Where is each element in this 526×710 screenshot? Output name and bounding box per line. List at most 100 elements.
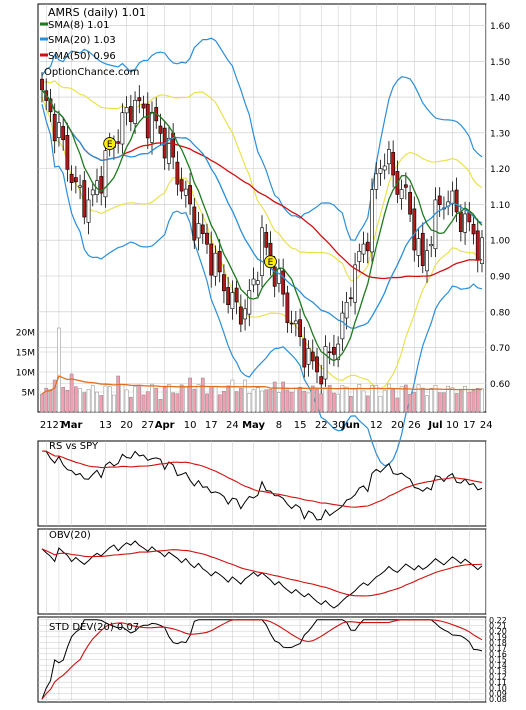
x-axis-label: 20 (120, 420, 133, 431)
stddev-title: STD DEV(20) 0.07 (49, 622, 139, 633)
volume-bar (196, 384, 201, 413)
volume-bar (315, 388, 319, 413)
stddev-tick-label: 0.11 (489, 678, 507, 687)
stddev-tick-label: 0.14 (489, 661, 507, 670)
candle-body (226, 287, 231, 306)
candle-body (425, 250, 429, 272)
volume-bar (378, 395, 383, 413)
volume-bar (336, 393, 341, 413)
obv-average-line (41, 548, 483, 597)
rs-line (41, 450, 483, 521)
volume-bar (95, 391, 99, 413)
volume-bar (171, 392, 176, 413)
price-tick-label: 1.30 (490, 129, 510, 139)
x-axis-label: 13 (99, 420, 112, 431)
x-axis-label: Apr (155, 420, 175, 431)
candle-body (416, 238, 421, 256)
stddev-tick-label: 0.09 (489, 690, 507, 699)
volume-bar (340, 384, 345, 413)
chart-title: AMRS (daily) 1.01 (48, 6, 146, 19)
volume-bar (90, 385, 95, 413)
volume-bar (137, 384, 142, 413)
volume-bar (471, 390, 476, 413)
volume-bar (103, 385, 108, 413)
volume-bar (463, 386, 467, 413)
volume-bar (429, 388, 434, 413)
candle-body (382, 165, 387, 171)
candle-body (458, 211, 463, 232)
candle-body (480, 237, 484, 264)
candle-body (230, 292, 235, 310)
x-axis-label: 17 (205, 420, 218, 431)
volume-bar (251, 389, 256, 413)
candle-body (403, 184, 408, 188)
price-tick-label: 1.20 (490, 165, 510, 175)
candle-body (243, 308, 247, 320)
volume-bar (387, 383, 391, 413)
candle-body (99, 176, 104, 194)
candle-body (145, 103, 150, 139)
candle-body (57, 122, 61, 138)
earnings-marker-label: E (107, 140, 113, 150)
stddev-tick-label: 0.22 (489, 616, 507, 625)
volume-bar (306, 392, 311, 413)
volume-average-line (41, 375, 482, 395)
volume-bar (272, 381, 277, 413)
volume-bar (40, 393, 44, 413)
volume-tick-label: 20M (16, 329, 35, 339)
volume-bar (420, 387, 425, 413)
candle-body (69, 173, 74, 183)
volume-bar (289, 391, 294, 413)
volume-bar (374, 385, 379, 413)
candle-body (408, 192, 412, 215)
volume-bar (192, 388, 197, 413)
candle-body (209, 243, 214, 276)
volume-bar (348, 396, 353, 413)
stddev-tick-label: 0.08 (489, 695, 507, 704)
candle-body (234, 287, 239, 303)
volume-bar (247, 393, 252, 413)
stddev-average-line (41, 619, 483, 700)
volume-bar (391, 388, 396, 413)
candle-body (437, 195, 442, 205)
candle-body (167, 137, 171, 164)
candle-body (340, 312, 345, 340)
candle-body (272, 266, 277, 287)
volume-bar (230, 379, 235, 413)
volume-bar (454, 393, 459, 413)
x-axis-label: Mar (61, 420, 83, 431)
price-tick-label: 1.50 (490, 58, 510, 68)
volume-bar (213, 386, 218, 413)
price-tick-label: 1.60 (490, 22, 510, 32)
volume-bar (353, 388, 357, 413)
candle-body (251, 278, 256, 286)
candle-body (471, 223, 476, 235)
x-axis-label: Jul (427, 420, 442, 431)
volume-bar (370, 385, 374, 413)
x-axis-label: 21 (40, 420, 53, 431)
volume-bar (57, 327, 61, 413)
x-axis-label: 26 (408, 420, 421, 431)
sma20-line (41, 89, 483, 329)
volume-bar (365, 395, 370, 413)
x-axis-label: 17 (463, 420, 476, 431)
candle-body (200, 224, 205, 234)
x-axis-label: 22 (315, 420, 328, 431)
candle-body (344, 301, 349, 319)
candle-body (264, 232, 269, 248)
candle-body (238, 306, 243, 325)
earnings-marker-icon (264, 255, 277, 269)
x-axis-label: 10 (446, 420, 459, 431)
legend: SMA(8) 1.01 SMA(20) 1.03 SMA(50) 0.96 Op… (40, 20, 139, 78)
volume-bar (234, 391, 239, 413)
candle-body (374, 173, 379, 190)
volume-bar (120, 384, 125, 413)
candle-body (353, 264, 357, 303)
stddev-tick-label: 0.17 (489, 644, 507, 653)
candle-body (73, 177, 78, 183)
candle-body (277, 268, 281, 284)
stddev-tick-label: 0.18 (489, 639, 507, 648)
legend-sma20-label: SMA(20) 1.03 (48, 35, 116, 46)
